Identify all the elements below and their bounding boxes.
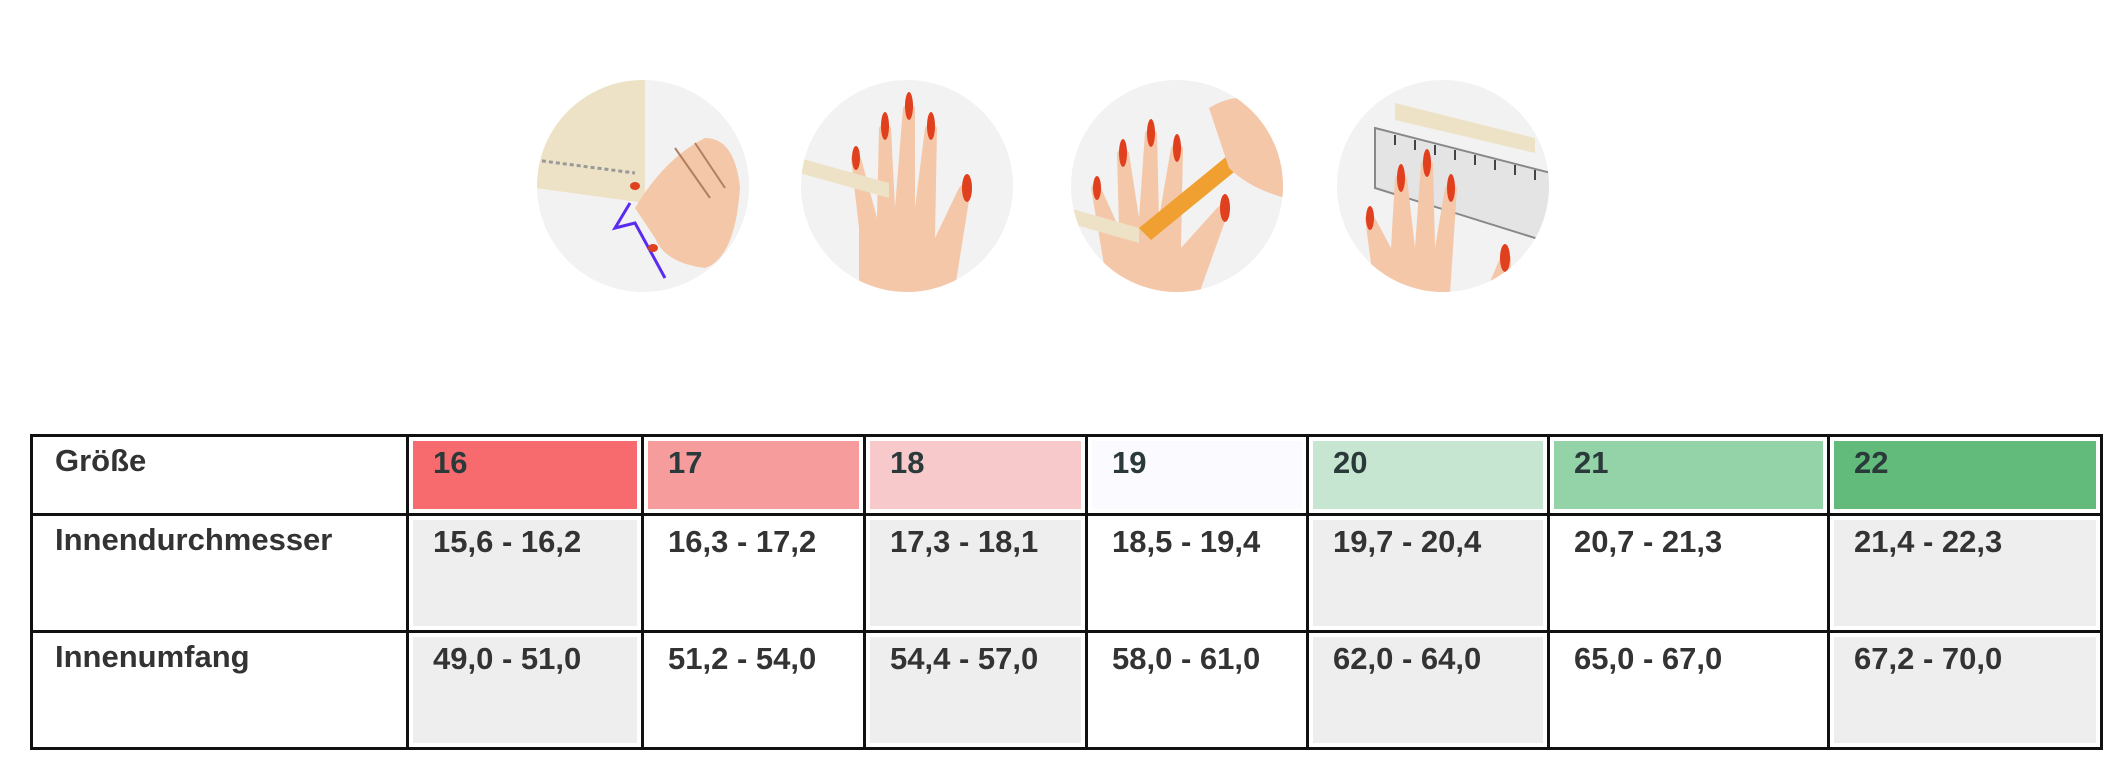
cell-value: 51,2 - 54,0 (668, 641, 817, 676)
cell-value: 20,7 - 21,3 (1574, 524, 1723, 559)
cell-value: 18,5 - 19,4 (1112, 524, 1261, 559)
size-header-row: Größe 16 17 18 19 20 21 22 (30, 434, 2103, 516)
cell-value: 67,2 - 70,0 (1834, 637, 2096, 743)
measure-strip-with-ruler-icon (1337, 80, 1549, 292)
size-18: 18 (863, 434, 1088, 516)
table-cell: 16,3 - 17,2 (641, 513, 866, 633)
table-cell: 19,7 - 20,4 (1306, 513, 1550, 633)
cell-value: 49,0 - 51,0 (413, 637, 637, 743)
table-cell: 54,4 - 57,0 (863, 630, 1088, 750)
cell-value: 54,4 - 57,0 (870, 637, 1081, 743)
table-cell: 18,5 - 19,4 (1085, 513, 1309, 633)
size-cell: 18 (870, 441, 1081, 509)
ring-size-table: Größe 16 17 18 19 20 21 22 Innendurchmes… (30, 434, 2103, 750)
table-cell: 49,0 - 51,0 (406, 630, 644, 750)
cell-value: 17,3 - 18,1 (870, 520, 1081, 626)
table-cell: 20,7 - 21,3 (1547, 513, 1830, 633)
size-cell: 16 (413, 441, 637, 509)
cell-value: 16,3 - 17,2 (668, 524, 817, 559)
cell-value: 19,7 - 20,4 (1313, 520, 1543, 626)
table-cell: 21,4 - 22,3 (1827, 513, 2103, 633)
size-cell: 21 (1554, 441, 1823, 509)
cell-value: 62,0 - 64,0 (1313, 637, 1543, 743)
table-cell: 65,0 - 67,0 (1547, 630, 1830, 750)
header-label: Größe (30, 434, 409, 516)
size-cell: 20 (1313, 441, 1543, 509)
table-cell: 67,2 - 70,0 (1827, 630, 2103, 750)
size-cell: 22 (1834, 441, 2096, 509)
table-cell: 58,0 - 61,0 (1085, 630, 1309, 750)
table-cell: 62,0 - 64,0 (1306, 630, 1550, 750)
table-cell: 51,2 - 54,0 (641, 630, 866, 750)
cell-value: 21,4 - 22,3 (1834, 520, 2096, 626)
size-22: 22 (1827, 434, 2103, 516)
size-16: 16 (406, 434, 644, 516)
mark-strip-with-pencil-icon (1071, 80, 1283, 292)
table-cell: 17,3 - 18,1 (863, 513, 1088, 633)
cell-value: 65,0 - 67,0 (1574, 641, 1723, 676)
table-row-inner-circumference: Innenumfang 49,0 - 51,0 51,2 - 54,0 54,4… (30, 630, 2103, 750)
table-cell: 15,6 - 16,2 (406, 513, 644, 633)
size-cell: 17 (648, 441, 859, 509)
size-cell: 19 (1092, 441, 1302, 509)
table-row-inner-diameter: Innendurchmesser 15,6 - 16,2 16,3 - 17,2… (30, 513, 2103, 633)
cell-value: 58,0 - 61,0 (1112, 641, 1261, 676)
size-17: 17 (641, 434, 866, 516)
row-label: Innenumfang (30, 630, 409, 750)
wrap-strip-around-finger-icon (537, 80, 749, 292)
size-20: 20 (1306, 434, 1550, 516)
cell-value: 15,6 - 16,2 (413, 520, 637, 626)
size-21: 21 (1547, 434, 1830, 516)
row-label: Innendurchmesser (30, 513, 409, 633)
size-19: 19 (1085, 434, 1309, 516)
strip-on-finger-icon (801, 80, 1013, 292)
